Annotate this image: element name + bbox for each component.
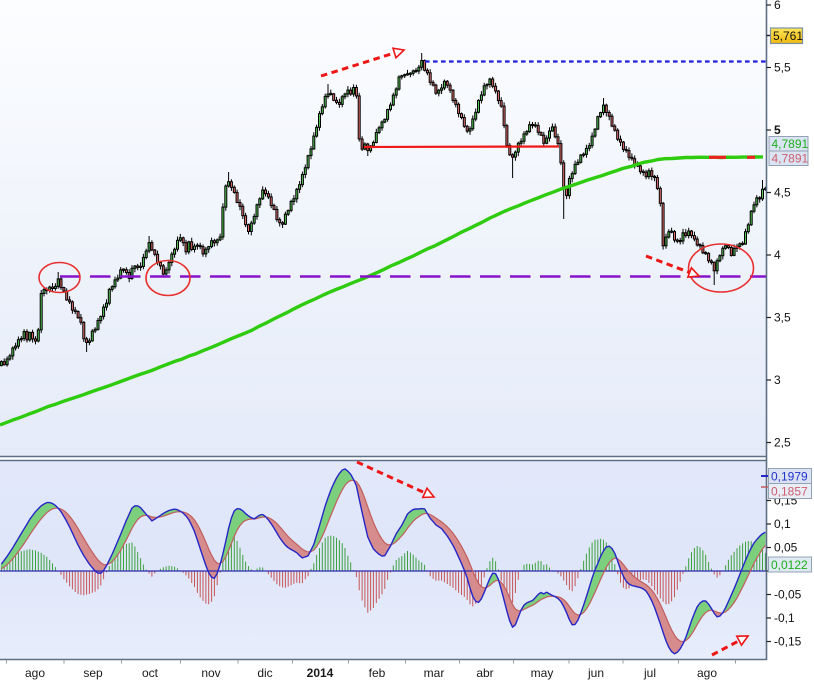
svg-text:5,761: 5,761 bbox=[773, 29, 803, 43]
svg-text:oct: oct bbox=[142, 666, 159, 680]
svg-text:abr: abr bbox=[476, 666, 493, 680]
svg-text:ago: ago bbox=[697, 666, 717, 680]
svg-text:3,5: 3,5 bbox=[774, 311, 791, 325]
svg-text:6: 6 bbox=[774, 0, 781, 12]
svg-text:4: 4 bbox=[774, 248, 781, 262]
svg-text:5,5: 5,5 bbox=[774, 61, 791, 75]
svg-text:-0,1: -0,1 bbox=[774, 611, 795, 625]
svg-text:jul: jul bbox=[643, 666, 656, 680]
svg-text:0,1: 0,1 bbox=[774, 517, 791, 531]
svg-text:dic: dic bbox=[257, 666, 272, 680]
svg-text:2,5: 2,5 bbox=[774, 436, 791, 450]
svg-text:nov: nov bbox=[201, 666, 220, 680]
svg-text:4,5: 4,5 bbox=[774, 186, 791, 200]
svg-text:5: 5 bbox=[774, 123, 781, 137]
svg-text:jun: jun bbox=[587, 666, 604, 680]
svg-text:ago: ago bbox=[25, 666, 45, 680]
svg-text:4,7891: 4,7891 bbox=[772, 137, 809, 151]
svg-text:0,1979: 0,1979 bbox=[771, 470, 808, 484]
svg-text:3: 3 bbox=[774, 373, 781, 387]
svg-text:0,1857: 0,1857 bbox=[771, 485, 808, 499]
svg-text:-0,15: -0,15 bbox=[774, 635, 802, 649]
svg-text:4,7891: 4,7891 bbox=[772, 152, 809, 166]
svg-text:0,0122: 0,0122 bbox=[771, 558, 808, 572]
svg-text:-0,05: -0,05 bbox=[774, 588, 802, 602]
svg-text:feb: feb bbox=[369, 666, 386, 680]
svg-text:mar: mar bbox=[424, 666, 445, 680]
svg-text:may: may bbox=[531, 666, 554, 680]
svg-text:2014: 2014 bbox=[307, 666, 334, 680]
svg-text:0,05: 0,05 bbox=[774, 541, 798, 555]
svg-text:sep: sep bbox=[83, 666, 103, 680]
